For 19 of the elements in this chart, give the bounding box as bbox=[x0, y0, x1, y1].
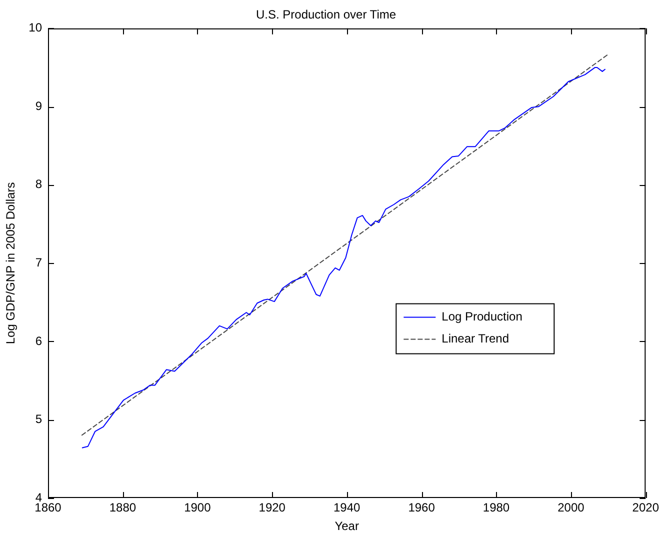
y-tick-label: 9 bbox=[35, 98, 42, 113]
x-tick-label: 1880 bbox=[109, 500, 136, 515]
y-tick-label: 10 bbox=[28, 20, 42, 35]
x-axis-title: Year bbox=[334, 519, 359, 534]
x-tick-label: 2000 bbox=[558, 500, 585, 515]
y-tick-label: 7 bbox=[35, 256, 42, 270]
y-tick-label: 5 bbox=[35, 412, 42, 426]
x-tick-label: 1900 bbox=[184, 500, 212, 515]
y-axis-title: Log GDP/GNP in 2005 Dollars bbox=[4, 182, 18, 344]
y-tick-label: 6 bbox=[35, 334, 42, 348]
legend-label: Linear Trend bbox=[442, 332, 510, 346]
legend-label: Log Production bbox=[442, 310, 522, 324]
x-tick-label: 1980 bbox=[482, 500, 510, 515]
x-tick-label: 1920 bbox=[258, 500, 286, 515]
x-tick-label: 1960 bbox=[408, 500, 436, 515]
chart-title: U.S. Production over Time bbox=[256, 8, 396, 22]
x-tick-label: 1940 bbox=[333, 500, 360, 515]
y-tick-label: 8 bbox=[35, 177, 42, 192]
x-tick-label: 2020 bbox=[632, 500, 660, 515]
